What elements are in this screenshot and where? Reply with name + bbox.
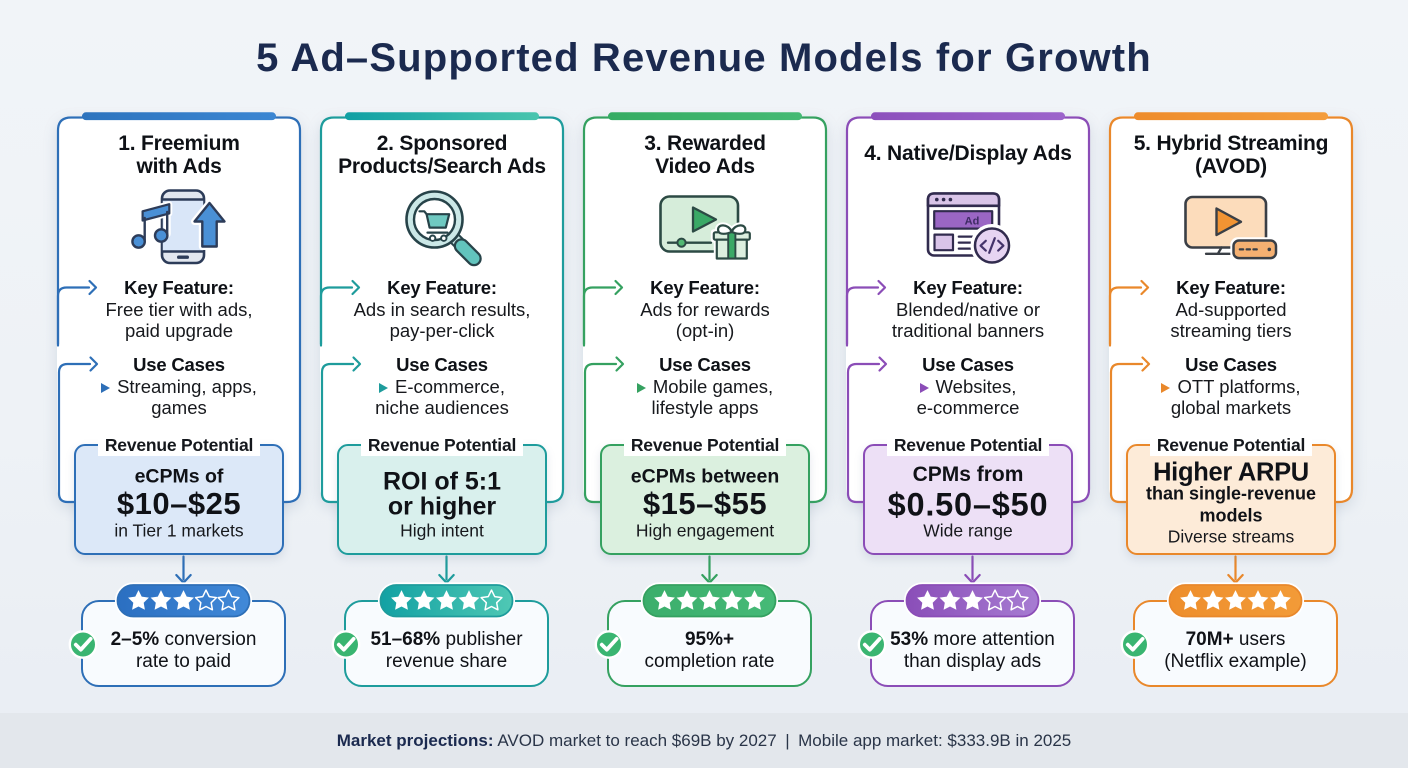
svg-text:Ad: Ad bbox=[965, 216, 980, 228]
